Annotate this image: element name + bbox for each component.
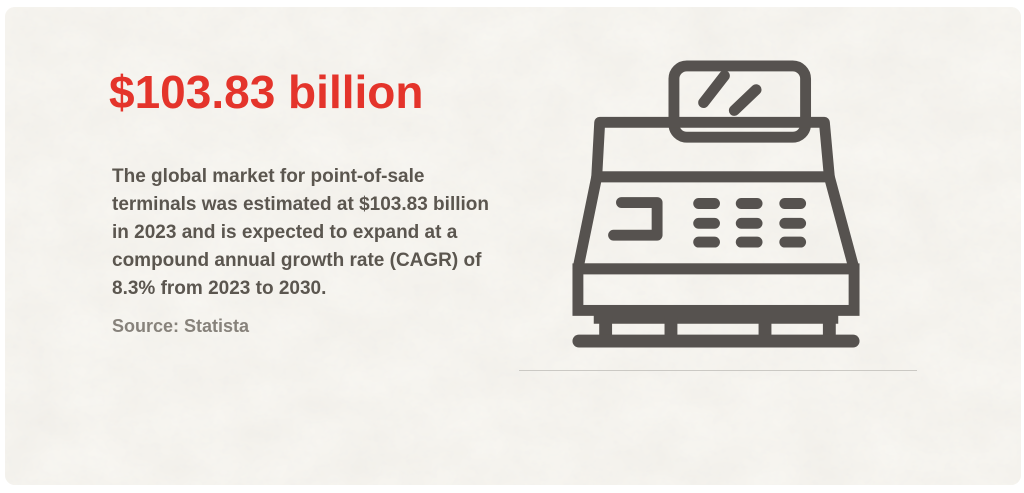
source-attribution: Source: Statista (112, 316, 250, 336)
receipt-slash-1 (698, 70, 730, 108)
register-drawer (572, 263, 860, 316)
headline-statistic: $103.83 billion (109, 66, 424, 118)
register-top-band (591, 116, 835, 183)
description-text: The global market for point-of-sale term… (112, 166, 489, 299)
receipt-slash-2 (728, 84, 762, 116)
paper-card: $103.83 billion The global market for po… (5, 7, 1021, 485)
divider-line (519, 370, 917, 371)
register-receipt (668, 60, 812, 143)
register-keypad (693, 198, 807, 248)
cash-register-icon (570, 57, 862, 351)
register-display-bracket (608, 197, 663, 241)
card-content: $103.83 billion The global market for po… (5, 7, 1021, 485)
